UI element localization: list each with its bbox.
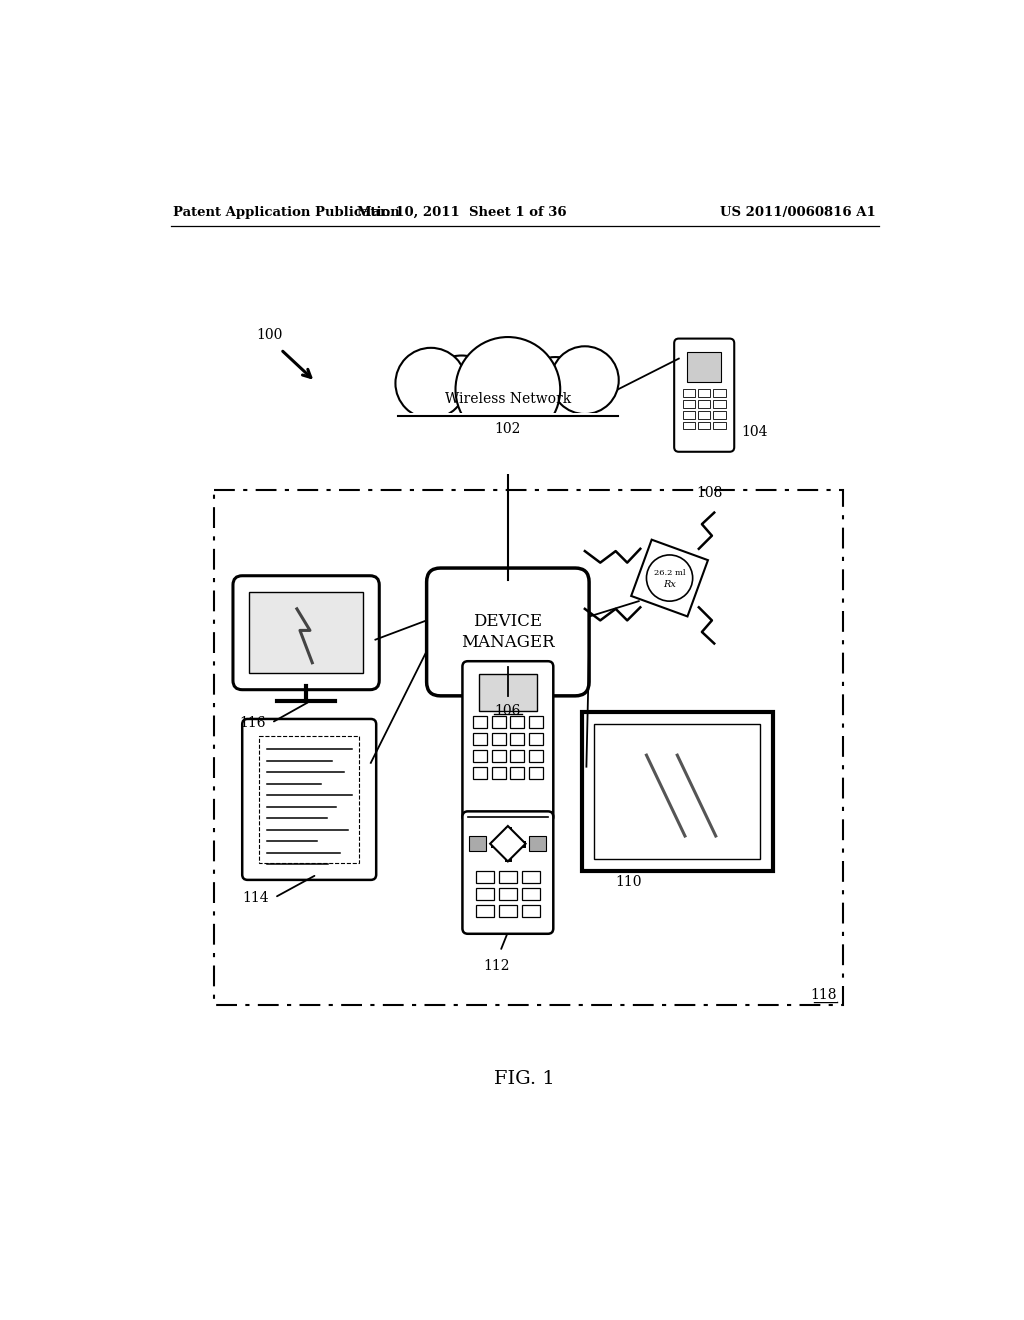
Bar [492, 733, 506, 744]
Circle shape [422, 355, 502, 436]
Text: 114: 114 [243, 891, 269, 904]
Text: US 2011/0060816 A1: US 2011/0060816 A1 [720, 206, 876, 219]
Polygon shape [631, 540, 708, 616]
Circle shape [395, 348, 466, 418]
Text: 100: 100 [256, 327, 283, 342]
Bar [683, 411, 695, 418]
Bar [528, 750, 543, 762]
Bar [528, 733, 543, 744]
FancyBboxPatch shape [233, 576, 379, 689]
Bar [473, 715, 487, 729]
Circle shape [517, 356, 594, 434]
Bar [249, 591, 364, 673]
Bar [475, 871, 494, 883]
Bar [698, 411, 711, 418]
Bar [473, 733, 487, 744]
Text: DEVICE: DEVICE [473, 612, 543, 630]
Text: 118: 118 [810, 987, 837, 1002]
Bar [698, 400, 711, 408]
Bar [475, 904, 494, 917]
Bar [473, 750, 487, 762]
FancyBboxPatch shape [582, 711, 773, 871]
Bar [499, 887, 517, 900]
Bar [683, 389, 695, 397]
Bar [714, 411, 726, 418]
Bar [469, 836, 486, 851]
Bar [478, 675, 538, 711]
Text: 106: 106 [495, 704, 521, 718]
Text: 112: 112 [483, 960, 510, 973]
Bar [492, 715, 506, 729]
Bar [687, 352, 721, 381]
Text: 108: 108 [696, 486, 723, 500]
Text: Wireless Network: Wireless Network [444, 392, 571, 405]
FancyBboxPatch shape [463, 661, 553, 822]
Bar [394, 412, 625, 474]
FancyBboxPatch shape [674, 339, 734, 451]
Bar [510, 715, 524, 729]
Polygon shape [490, 826, 525, 862]
Bar [475, 887, 494, 900]
Bar [492, 767, 506, 779]
Bar [214, 490, 843, 1006]
Bar [714, 400, 726, 408]
Text: 110: 110 [615, 874, 642, 888]
Bar [714, 422, 726, 429]
FancyBboxPatch shape [463, 812, 553, 933]
Circle shape [463, 362, 553, 451]
Circle shape [646, 554, 692, 601]
Bar [510, 767, 524, 779]
Text: 104: 104 [741, 425, 768, 438]
Bar [499, 871, 517, 883]
Bar [529, 836, 547, 851]
Bar [473, 767, 487, 779]
Bar [521, 904, 541, 917]
Bar [521, 871, 541, 883]
Bar [528, 767, 543, 779]
Bar [528, 715, 543, 729]
Bar [698, 422, 711, 429]
Text: 116: 116 [240, 715, 266, 730]
Bar [683, 400, 695, 408]
Bar [594, 725, 761, 859]
FancyBboxPatch shape [427, 568, 589, 696]
Bar [510, 733, 524, 744]
Bar [499, 904, 517, 917]
Circle shape [456, 337, 560, 442]
Circle shape [551, 346, 618, 414]
Text: Mar. 10, 2011  Sheet 1 of 36: Mar. 10, 2011 Sheet 1 of 36 [356, 206, 566, 219]
Bar [521, 887, 541, 900]
Bar [714, 389, 726, 397]
Bar [510, 750, 524, 762]
Bar [492, 750, 506, 762]
Text: Rx: Rx [664, 581, 676, 590]
FancyBboxPatch shape [243, 719, 376, 880]
Bar [259, 737, 359, 863]
Text: MANAGER: MANAGER [461, 634, 555, 651]
Bar [683, 422, 695, 429]
Text: Patent Application Publication: Patent Application Publication [173, 206, 399, 219]
Text: FIG. 1: FIG. 1 [495, 1069, 555, 1088]
Bar [698, 389, 711, 397]
Text: 102: 102 [495, 422, 521, 436]
Text: 26.2 ml: 26.2 ml [653, 569, 685, 577]
